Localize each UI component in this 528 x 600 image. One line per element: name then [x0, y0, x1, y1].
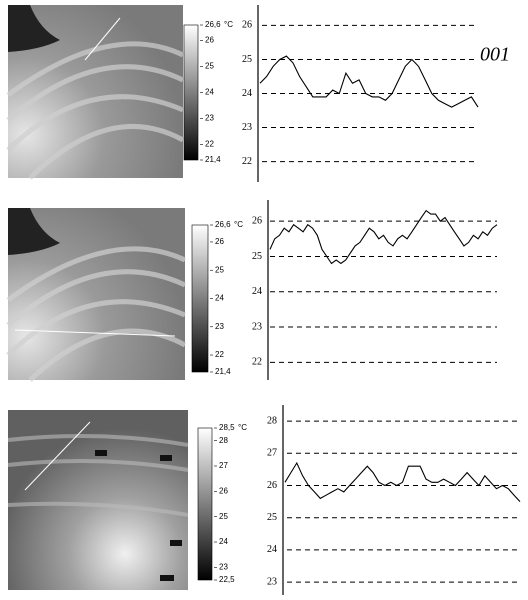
y-tick-label: 26 [242, 20, 252, 31]
y-tick-label: 24 [252, 286, 262, 297]
colorbar-label: 26 [205, 36, 214, 45]
colorbar [191, 224, 209, 373]
colorbar-unit: °C [234, 220, 243, 229]
colorbar-label: 23 [219, 562, 228, 571]
y-tick-label: 22 [252, 357, 262, 368]
colorbar-label: 25 [215, 265, 224, 274]
colorbar-label: 23 [205, 114, 214, 123]
y-tick-label: 24 [242, 88, 252, 99]
figure-label: 001 [480, 44, 510, 66]
y-tick-label: 23 [242, 122, 252, 133]
y-tick-label: 23 [267, 576, 277, 587]
colorbar-label: 21,4 [215, 367, 231, 376]
colorbar-label: 24 [219, 537, 228, 546]
data-line [259, 55, 479, 108]
colorbar-unit: °C [224, 20, 233, 29]
colorbar-label: 24 [215, 294, 224, 303]
y-tick-label: 26 [267, 480, 277, 491]
y-tick-label: 25 [252, 251, 262, 262]
colorbar-label: 28,5 [219, 423, 235, 432]
y-tick-label: 28 [267, 415, 277, 426]
colorbar-label: 21,4 [205, 155, 221, 164]
y-tick-label: 23 [252, 321, 262, 332]
colorbar-label: 28 [219, 436, 228, 445]
colorbar-label: 26 [215, 237, 224, 246]
y-tick-label: 27 [267, 448, 277, 459]
colorbar-label: 23 [215, 322, 224, 331]
colorbar-label: 25 [219, 512, 228, 521]
colorbar-label: 26,6 [215, 220, 231, 229]
colorbar-label: 22 [205, 140, 214, 149]
colorbar [183, 24, 199, 161]
y-tick-label: 26 [252, 215, 262, 226]
colorbar-unit: °C [238, 423, 247, 432]
data-line [269, 209, 498, 265]
thermal-image [6, 208, 187, 382]
y-tick-label: 25 [267, 512, 277, 523]
colorbar-label: 25 [205, 62, 214, 71]
thermal-image [6, 5, 185, 180]
colorbar-label: 26 [219, 486, 228, 495]
colorbar [197, 427, 213, 581]
colorbar-label: 27 [219, 461, 228, 470]
y-tick-label: 25 [242, 54, 252, 65]
colorbar-label: 26,6 [205, 20, 221, 29]
y-tick-label: 22 [242, 156, 252, 167]
y-tick-label: 24 [267, 544, 277, 555]
colorbar-label: 22,5 [219, 575, 235, 584]
thermal-image [7, 410, 189, 590]
colorbar-label: 24 [205, 88, 214, 97]
data-line [284, 461, 521, 502]
colorbar-label: 22 [215, 350, 224, 359]
